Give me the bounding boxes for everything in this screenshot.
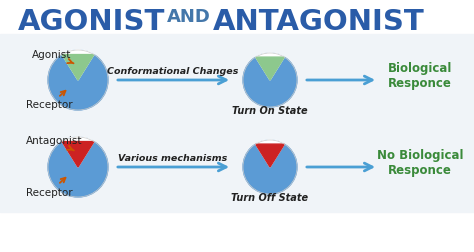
Bar <box>0 34 474 122</box>
Circle shape <box>243 53 297 107</box>
Circle shape <box>48 137 108 197</box>
Polygon shape <box>62 142 94 167</box>
Wedge shape <box>62 50 94 80</box>
Text: Receptor: Receptor <box>26 178 73 198</box>
Text: Receptor: Receptor <box>26 91 73 110</box>
Polygon shape <box>62 55 94 80</box>
Text: Turn On State: Turn On State <box>232 106 308 116</box>
Text: Turn Off State: Turn Off State <box>231 193 309 203</box>
Bar <box>0 0 474 34</box>
Polygon shape <box>255 144 284 167</box>
Text: AND: AND <box>167 8 211 26</box>
Text: Antagonist: Antagonist <box>26 137 82 150</box>
Text: Agonist: Agonist <box>32 49 73 63</box>
Text: Conformational Changes: Conformational Changes <box>107 67 239 76</box>
Bar <box>0 122 474 212</box>
Text: No Biological
Responce: No Biological Responce <box>377 149 463 177</box>
Text: AGONIST: AGONIST <box>18 8 165 36</box>
Text: ANTAGONIST: ANTAGONIST <box>213 8 425 36</box>
Text: Biological
Responce: Biological Responce <box>388 62 452 90</box>
Polygon shape <box>255 57 284 80</box>
Text: Various mechanisms: Various mechanisms <box>118 154 228 163</box>
Circle shape <box>48 50 108 110</box>
Wedge shape <box>62 137 94 167</box>
Wedge shape <box>255 53 284 80</box>
Wedge shape <box>255 140 284 167</box>
Circle shape <box>243 140 297 194</box>
